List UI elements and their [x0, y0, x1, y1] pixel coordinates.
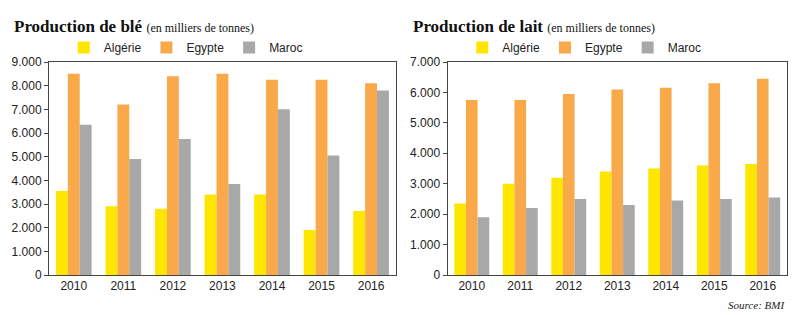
- svg-text:2011: 2011: [507, 279, 533, 293]
- svg-text:0: 0: [35, 268, 42, 282]
- svg-text:Egypte: Egypte: [186, 41, 224, 55]
- svg-text:5.000: 5.000: [12, 150, 42, 164]
- svg-text:2010: 2010: [60, 279, 87, 293]
- svg-text:Algérie: Algérie: [502, 41, 540, 55]
- svg-text:2.000: 2.000: [12, 221, 42, 235]
- svg-text:3.000: 3.000: [410, 177, 440, 191]
- svg-text:7.000: 7.000: [12, 103, 42, 117]
- svg-text:6.000: 6.000: [410, 86, 440, 100]
- svg-text:2012: 2012: [160, 279, 187, 293]
- svg-text:2015: 2015: [308, 279, 335, 293]
- svg-text:4.000: 4.000: [410, 146, 440, 160]
- svg-text:2.000: 2.000: [410, 207, 440, 221]
- svg-text:2013: 2013: [209, 279, 236, 293]
- svg-text:6.000: 6.000: [12, 126, 42, 140]
- svg-text:4.000: 4.000: [12, 174, 42, 188]
- svg-text:1.000: 1.000: [12, 245, 42, 259]
- svg-text:9.000: 9.000: [12, 55, 42, 69]
- svg-text:3.000: 3.000: [12, 197, 42, 211]
- svg-text:Production de lait (en millier: Production de lait (en milliers de tonne…: [413, 17, 655, 36]
- svg-text:Maroc: Maroc: [668, 41, 701, 55]
- svg-text:2014: 2014: [259, 279, 286, 293]
- svg-text:Maroc: Maroc: [269, 41, 302, 55]
- svg-text:0: 0: [433, 268, 440, 282]
- svg-text:Algérie: Algérie: [104, 41, 142, 55]
- svg-text:8.000: 8.000: [12, 79, 42, 93]
- svg-text:2016: 2016: [749, 279, 776, 293]
- svg-text:Production de blé (en milliers: Production de blé (en milliers de tonnes…: [14, 17, 254, 36]
- svg-text:2010: 2010: [458, 279, 485, 293]
- svg-text:2014: 2014: [652, 279, 679, 293]
- svg-text:7.000: 7.000: [410, 55, 440, 69]
- svg-text:2013: 2013: [604, 279, 631, 293]
- svg-text:Source: BMI: Source: BMI: [728, 299, 785, 311]
- svg-text:2011: 2011: [110, 279, 136, 293]
- svg-text:2012: 2012: [555, 279, 582, 293]
- svg-text:2016: 2016: [358, 279, 385, 293]
- svg-text:5.000: 5.000: [410, 116, 440, 130]
- svg-text:Egypte: Egypte: [585, 41, 623, 55]
- svg-text:1.000: 1.000: [410, 238, 440, 252]
- svg-text:2015: 2015: [701, 279, 728, 293]
